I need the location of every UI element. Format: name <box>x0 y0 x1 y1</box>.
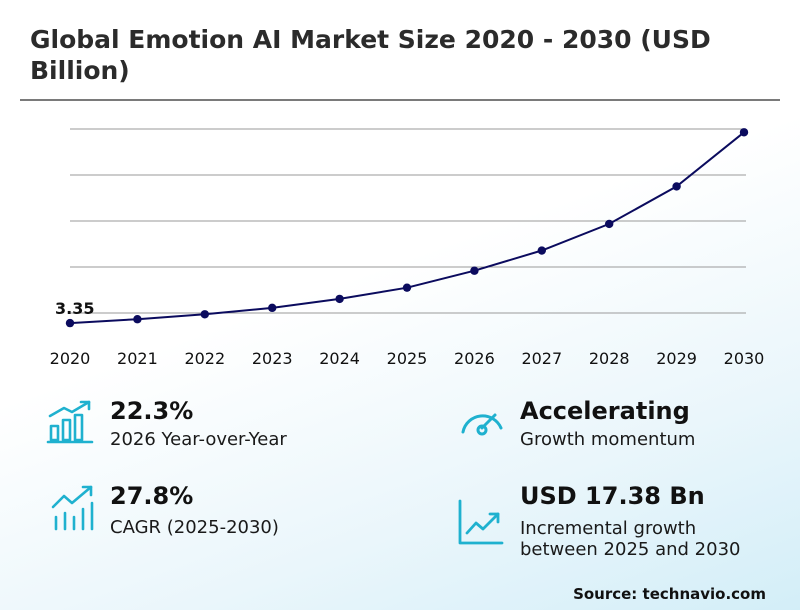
stat-yoy: 22.3% 2026 Year-over-Year <box>46 397 366 458</box>
chart-title: Global Emotion AI Market Size 2020 - 203… <box>30 25 711 85</box>
stat-yoy-label: 2026 Year-over-Year <box>110 429 287 450</box>
series-points <box>65 128 749 328</box>
data-point <box>133 315 142 324</box>
data-point <box>739 128 749 137</box>
x-tick-label: 2029 <box>656 349 697 368</box>
stat-cagr: 27.8% CAGR (2025-2030) <box>50 482 370 543</box>
x-tick-label: 2025 <box>387 349 428 368</box>
x-tick-label: 2026 <box>454 349 495 368</box>
data-point <box>65 318 75 328</box>
stat-momentum-value: Accelerating <box>520 397 690 425</box>
source-credit: Source: technavio.com <box>573 585 766 603</box>
stat-incremental-label-line1: Incremental growth <box>520 518 697 539</box>
stat-incremental-value: USD 17.38 Bn <box>520 482 705 510</box>
data-point <box>470 266 479 275</box>
stat-momentum: Accelerating Growth momentum <box>458 397 778 458</box>
x-tick-label: 2022 <box>184 349 225 368</box>
data-point <box>537 246 546 255</box>
speedometer-icon <box>461 413 503 436</box>
x-tick-label: 2020 <box>50 349 91 368</box>
data-point <box>335 294 344 304</box>
stat-cagr-value: 27.8% <box>110 482 194 510</box>
x-tick-label: 2027 <box>521 349 562 368</box>
data-point <box>402 283 412 292</box>
data-annotations: 3.35 <box>55 299 94 318</box>
line-chart: 2020 2021 2022 2023 2024 2025 2026 2027 2028 2029… <box>50 128 765 368</box>
bar-chart-growth-icon <box>46 400 94 444</box>
stat-incremental: USD 17.38 Bn Incremental growth between … <box>456 482 786 563</box>
title-divider <box>20 99 780 101</box>
data-label: 3.35 <box>55 299 94 318</box>
trend-up-graph-icon <box>458 499 504 545</box>
data-point <box>605 219 614 229</box>
stat-cagr-label: CAGR (2025-2030) <box>110 517 279 538</box>
data-point <box>200 310 209 319</box>
x-tick-label: 2028 <box>589 349 630 368</box>
x-tick-label: 2021 <box>117 349 158 368</box>
series-line <box>69 131 745 325</box>
data-point <box>268 303 277 313</box>
stat-incremental-label-line2: between 2025 and 2030 <box>520 539 741 560</box>
x-tick-label: 2023 <box>252 349 293 368</box>
data-point <box>672 182 681 191</box>
stat-momentum-label: Growth momentum <box>520 429 696 450</box>
x-tick-label: 2024 <box>319 349 360 368</box>
stat-yoy-value: 22.3% <box>110 397 194 425</box>
x-axis-ticks: 2020 2021 2022 2023 2024 2025 2026 2027 2028 2029… <box>50 349 765 368</box>
x-tick-label: 2030 <box>724 349 765 368</box>
chart-grid <box>70 128 746 314</box>
line-chart-growth-icon <box>51 485 94 531</box>
